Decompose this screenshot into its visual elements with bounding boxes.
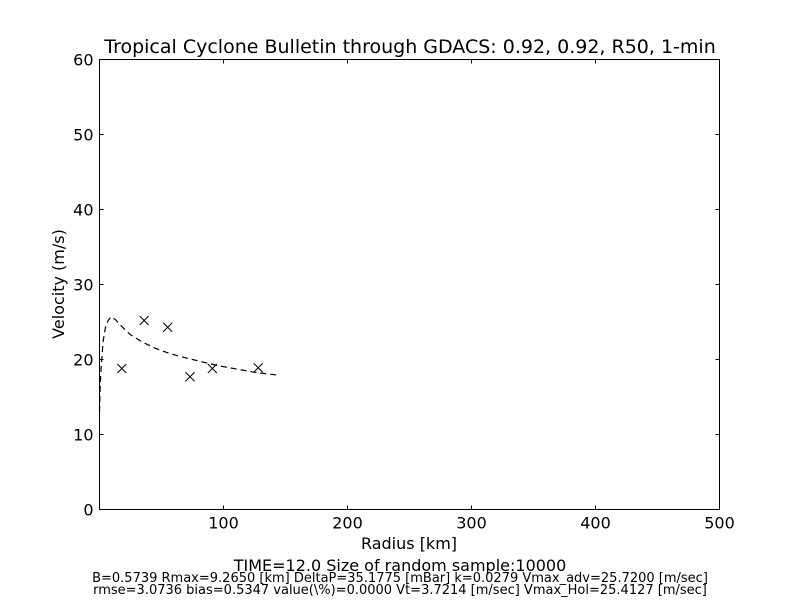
x-tick-label: 300 xyxy=(456,514,487,533)
data-point xyxy=(139,315,149,326)
x-tick-label: 100 xyxy=(208,514,239,533)
x-tick-label: 200 xyxy=(332,514,363,533)
chart-title: Tropical Cyclone Bulletin through GDACS:… xyxy=(103,36,716,58)
x-tick-label: 500 xyxy=(704,514,735,533)
data-point xyxy=(253,362,264,373)
profile-curve xyxy=(98,315,280,413)
y-tick-label: 0 xyxy=(83,501,93,520)
y-tick-label: 20 xyxy=(73,351,93,370)
y-tick-label: 10 xyxy=(73,426,93,445)
y-tick-label: 50 xyxy=(73,126,93,145)
y-tick-label: 40 xyxy=(73,201,93,220)
footer-line-1: TIME=12.0 Size of random sample:10000 xyxy=(233,556,567,575)
data-point xyxy=(185,371,195,382)
x-axis-label: Radius [km] xyxy=(361,534,457,553)
y-tick-label: 60 xyxy=(73,51,93,70)
x-tick-label: 400 xyxy=(580,514,611,533)
data-point xyxy=(116,363,127,374)
y-tick-label: 30 xyxy=(73,276,93,295)
data-point xyxy=(162,322,173,333)
y-axis-label: Velocity (m/s) xyxy=(49,229,68,339)
footer-line-2: B=0.5739 Rmax=9.2650 [km] DeltaP=35.1775… xyxy=(92,571,708,586)
data-series xyxy=(98,315,280,413)
footer-line-3: rmse=3.0736 bias=0.5347 value(\%)=0.0000… xyxy=(93,583,707,598)
axis-ticks: 100 200 300 400 500 0 10 20 30 40 50 60 xyxy=(73,51,735,533)
plot-frame xyxy=(99,59,720,510)
